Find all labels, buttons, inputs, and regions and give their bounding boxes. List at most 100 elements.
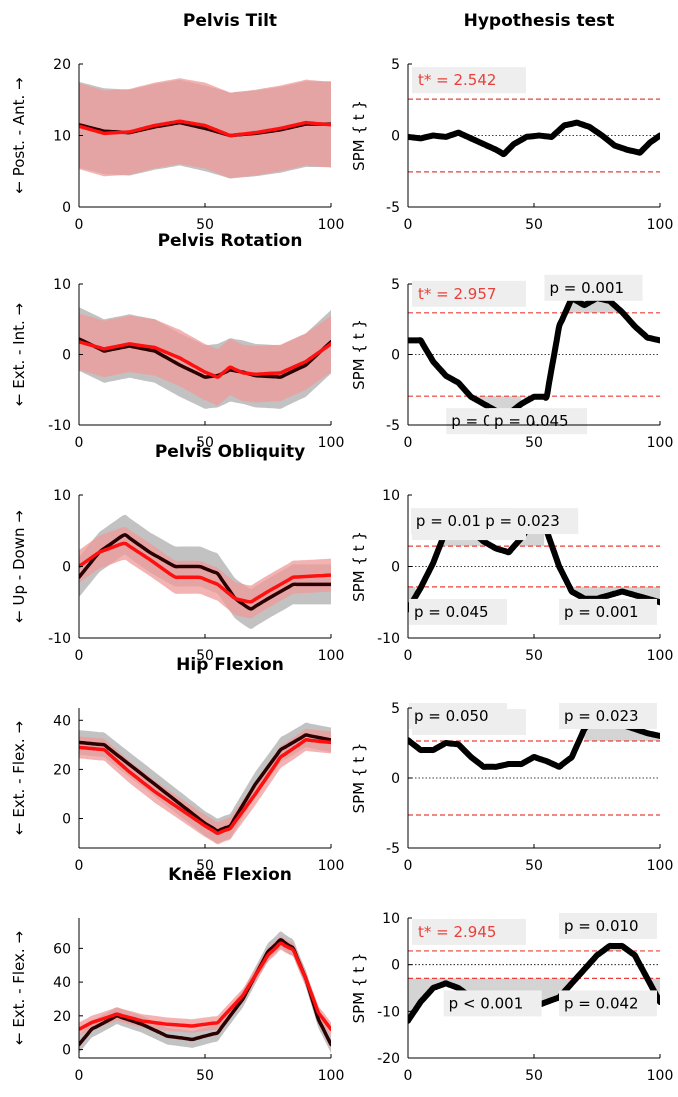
y-tick-label: 20 [53,762,71,778]
y-tick-label: 10 [53,277,71,293]
plot-area [408,98,660,173]
x-tick-label: 100 [318,217,345,233]
x-tick-label: 0 [75,1068,84,1084]
y-tick-label: 5 [391,277,400,293]
x-tick-label: 50 [196,648,214,664]
cluster-pvalue-box [409,598,507,625]
threshold-label-box [412,918,526,945]
y-tick-label: 0 [62,348,71,364]
sd-band [79,526,331,619]
y-tick-label: -10 [377,631,400,647]
y-tick-label: -5 [386,841,400,857]
cluster-pvalue: p = 0.023 [564,707,639,725]
cluster-pvalue-box [559,990,657,1017]
y-tick-label: 0 [62,560,71,576]
x-tick-label: 50 [196,858,214,874]
y-tick-label: -5 [386,200,400,216]
x-tick-label: 50 [196,217,214,233]
spm-t-curve [408,294,660,417]
cluster-pvalue: p = 0.023 [485,512,560,530]
x-tick-label: 0 [75,217,84,233]
cluster-pvalue-box [480,508,579,535]
plot-area [79,307,331,409]
x-tick-label: 0 [404,435,413,451]
x-tick-label: 50 [525,1068,543,1084]
x-tick-label: 100 [318,858,345,874]
cluster-pvalue-box [559,598,657,625]
plot-area [79,931,331,1053]
y-tick-label: 60 [53,941,71,957]
sd-band [79,936,331,1037]
x-tick-label: 50 [525,858,543,874]
cluster-pvalue: p = 0.010 [564,917,639,935]
x-tick-label: 0 [404,648,413,664]
x-tick-label: 0 [75,648,84,664]
cluster-pvalue: p = 0.018 [416,512,491,530]
y-tick-label: 0 [391,348,400,364]
mean-line [79,738,331,836]
plot-area [79,78,331,179]
panel-title: Pelvis Rotation [158,231,303,251]
cluster-pvalue-box [544,274,643,301]
cluster-pvalue-box [443,990,542,1017]
panel-title: Knee Flexion [168,865,292,885]
y-tick-label: 5 [391,57,400,73]
x-tick-label: 50 [196,435,214,451]
y-tick-label: 40 [53,713,71,729]
y-axis-label: ← Up - Down → [10,510,28,623]
panel-title: Hip Flexion [176,655,284,675]
x-tick-label: 0 [75,435,84,451]
x-tick-label: 0 [404,858,413,874]
y-tick-label: 10 [53,129,71,145]
y-tick-label: -10 [48,631,71,647]
mean-line [79,541,331,604]
x-tick-label: 100 [647,217,674,233]
cluster-pvalue-box [489,408,588,435]
y-axis-label: ← Ext. - Flex. → [10,931,28,1045]
y-tick-label: 0 [62,200,71,216]
y-axis-label: SPM { t } [350,100,368,171]
cluster-pvalue: p < 0.001 [449,994,524,1012]
mean-line [79,337,331,379]
spm-t-curve [408,119,660,158]
y-tick-label: 10 [382,488,400,504]
y-tick-label: 0 [62,812,71,828]
y-tick-label: -10 [48,418,71,434]
y-axis-label: SPM { t } [350,531,368,602]
y-axis-label: ← Post. - Ant. → [10,77,28,193]
cluster-pvalue-box [559,702,657,729]
y-tick-label: -20 [377,1051,400,1067]
threshold-label: t* = 2.957 [418,285,496,303]
cluster-pvalue-box [409,702,507,729]
x-tick-label: 0 [404,217,413,233]
y-tick-label: 5 [391,701,400,717]
cluster-pvalue: p = 0.050 [414,707,489,725]
spm-panel: t* = 2.945 p < 0.001 p = 0.010 p = 0.042 0 50… [350,911,673,1084]
y-axis-label: SPM { t } [350,743,368,814]
mean-line [79,938,331,1047]
y-axis-label: ← Ext. - Flex. → [10,721,28,835]
y-tick-label: -5 [386,418,400,434]
y-tick-label: 0 [391,560,400,576]
x-tick-label: 0 [75,858,84,874]
kinematics-panel: 0 50 100 0 20 40 ← Ext. - Flex. → Hip Flexion [10,655,344,874]
y-axis-label: SPM { t } [350,319,368,390]
x-tick-label: 50 [525,217,543,233]
threshold-label-box [412,67,526,94]
cluster-pvalue: p = 0.001 [549,279,624,297]
cluster-pvalue: p = 0.045 [414,603,489,621]
y-tick-label: 0 [62,1043,71,1059]
x-tick-label: 50 [525,435,543,451]
y-tick-label: 40 [53,975,71,991]
x-tick-label: 100 [647,648,674,664]
y-tick-label: 0 [391,771,400,787]
panel-title: Pelvis Obliquity [155,442,305,462]
x-tick-label: 100 [318,435,345,451]
sd-band [79,313,331,406]
threshold-label-box [412,280,526,307]
